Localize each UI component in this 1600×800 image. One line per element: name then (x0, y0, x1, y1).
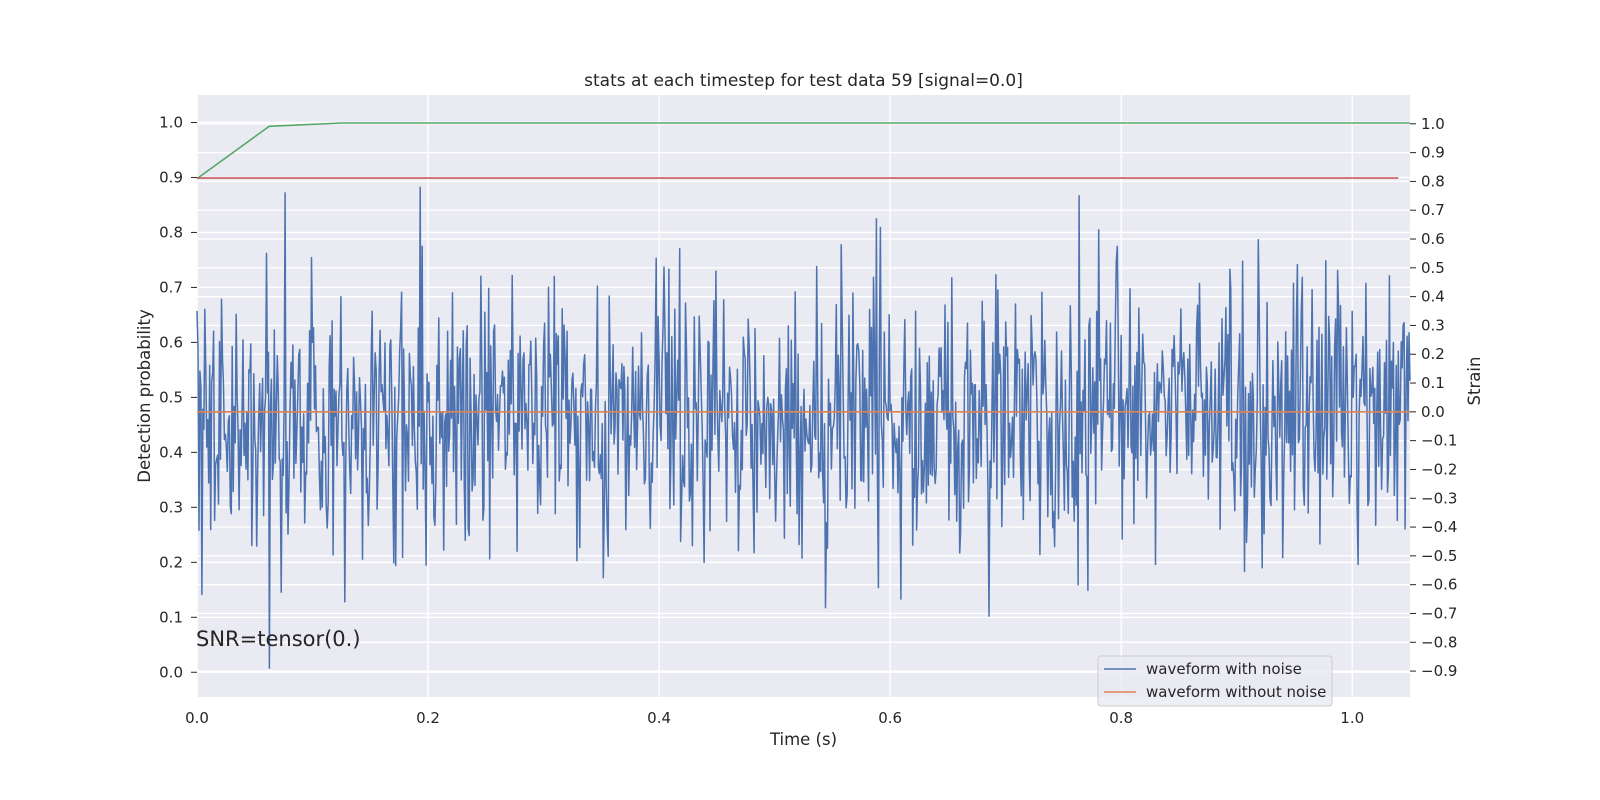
y-axis-ticks-right: −0.9 −0.8 −0.7 −0.6 −0.5 −0.4 −0.3 −0.2 −0.1 0.0 0… (1410, 115, 1457, 680)
tick-label-y-right: −0.8 (1421, 633, 1457, 651)
tick-label-y-right: 0.2 (1421, 345, 1445, 363)
tick-label-y-right: −0.3 (1421, 489, 1457, 507)
legend-label-without-noise: waveform without noise (1146, 683, 1326, 701)
tick-label-y-right: 0.7 (1421, 201, 1445, 219)
tick-label-y: 0.4 (159, 443, 183, 461)
tick-label-y-right: 1.0 (1421, 115, 1445, 133)
tick-label-y-right: 0.4 (1421, 288, 1445, 306)
tick-label-y: 0.0 (159, 663, 183, 681)
legend: waveform with noise waveform without noi… (1097, 655, 1333, 707)
tick-label-y-right: −0.7 (1421, 604, 1457, 622)
tick-label-x: 0.6 (878, 709, 902, 727)
tick-label-y: 0.2 (159, 553, 183, 571)
tick-label-y: 0.3 (159, 498, 183, 516)
x-axis-ticks: 0.0 0.2 0.4 0.6 0.8 1.0 (185, 709, 1364, 727)
tick-label-y-right: 0.5 (1421, 259, 1445, 277)
tick-label-y-right: −0.4 (1421, 518, 1457, 536)
tick-label-y: 0.6 (159, 333, 183, 351)
x-axis-label: Time (s) (769, 730, 837, 749)
y-axis-ticks-left: 0.0 0.1 0.2 0.3 0.4 0.5 0.6 0.7 0.8 0.9 1.0 (159, 113, 197, 681)
tick-label-y: 1.0 (159, 113, 183, 131)
tick-label-x: 0.0 (185, 709, 209, 727)
tick-label-y: 0.1 (159, 608, 183, 626)
tick-label-x: 0.2 (416, 709, 440, 727)
tick-label-x: 0.4 (647, 709, 671, 727)
tick-label-y-right: 0.1 (1421, 374, 1445, 392)
y-axis-label-right: Strain (1465, 357, 1484, 406)
tick-label-y: 0.8 (159, 223, 183, 241)
chart-title: stats at each timestep for test data 59 … (584, 71, 1023, 91)
tick-label-x: 1.0 (1340, 709, 1364, 727)
series-line-2 (196, 122, 1410, 180)
tick-label-y-right: −0.2 (1421, 460, 1457, 478)
tick-label-y-right: −0.9 (1421, 662, 1457, 680)
y-axis-label: Detection probability (135, 309, 154, 483)
tick-label-y: 0.5 (159, 388, 183, 406)
series-line-waveform-with-noise (196, 186, 1411, 669)
tick-label-y-right: 0.6 (1421, 230, 1445, 248)
tick-label-y-right: 0.3 (1421, 316, 1445, 334)
snr-annotation: SNR=tensor(0.) (196, 627, 361, 651)
legend-box (1097, 655, 1333, 707)
legend-label-with-noise: waveform with noise (1146, 660, 1302, 678)
tick-label-y: 0.9 (159, 168, 183, 186)
tick-label-y-right: −0.1 (1421, 432, 1457, 450)
series-layer (196, 122, 1411, 669)
tick-label-y-right: 0.0 (1421, 403, 1445, 421)
tick-label-x: 0.8 (1109, 709, 1133, 727)
tick-label-y: 0.7 (159, 278, 183, 296)
tick-label-y-right: −0.6 (1421, 576, 1457, 594)
tick-label-y-right: −0.5 (1421, 547, 1457, 565)
tick-label-y-right: 0.9 (1421, 144, 1445, 162)
tick-label-y-right: 0.8 (1421, 172, 1445, 190)
